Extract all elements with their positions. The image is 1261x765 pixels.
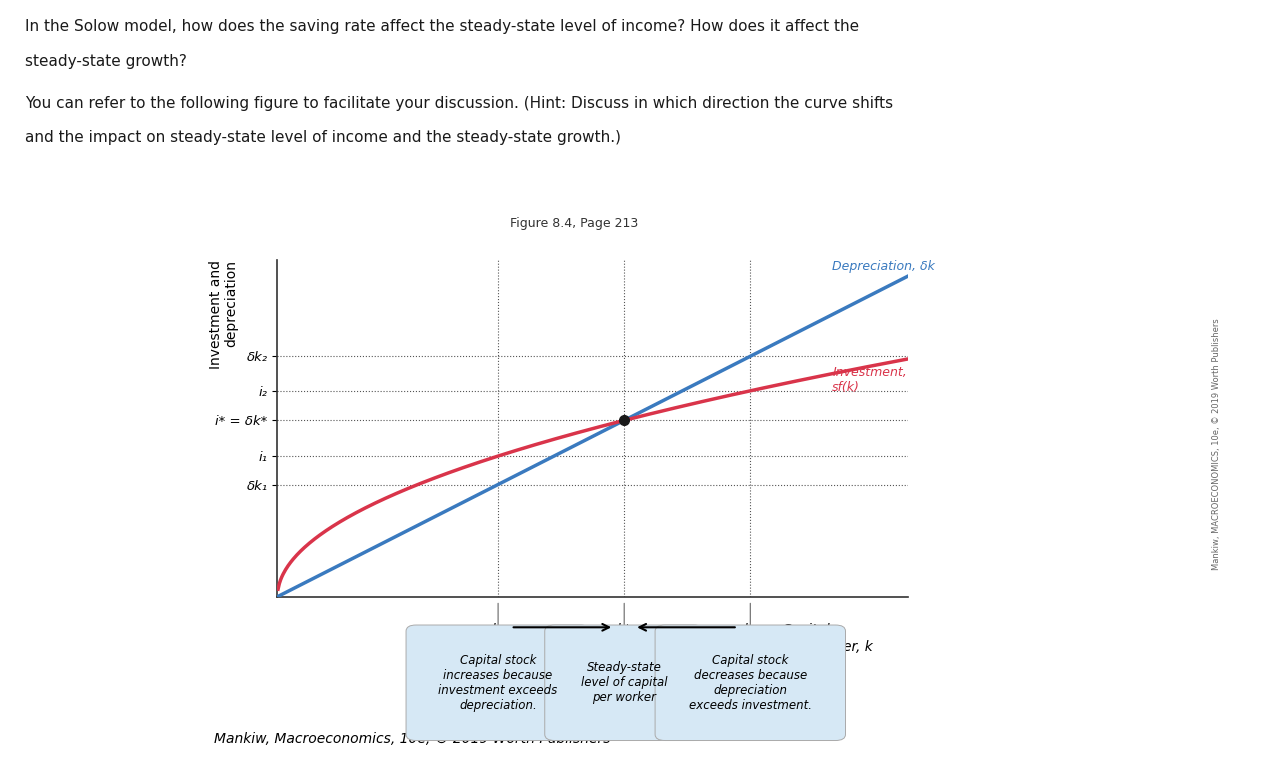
Text: In the Solow model, how does the saving rate affect the steady-state level of in: In the Solow model, how does the saving …: [25, 19, 859, 34]
Text: Mankiw, Macroeconomics, 10e, © 2019 Worth Publishers: Mankiw, Macroeconomics, 10e, © 2019 Wort…: [214, 732, 610, 746]
Text: steady-state growth?: steady-state growth?: [25, 54, 187, 69]
Text: k*: k*: [617, 623, 632, 637]
Text: Capital stock
decreases because
depreciation
exceeds investment.: Capital stock decreases because deprecia…: [689, 654, 812, 711]
Text: Figure 8.4, Page 213: Figure 8.4, Page 213: [509, 216, 638, 230]
Text: Investment,
sf(k): Investment, sf(k): [832, 366, 907, 394]
Text: Steady-state
level of capital
per worker: Steady-state level of capital per worker: [581, 661, 667, 705]
Text: k₂: k₂: [744, 623, 757, 637]
Text: k₁: k₁: [492, 623, 504, 637]
Text: Depreciation, δk: Depreciation, δk: [832, 260, 936, 273]
Text: Capital stock
increases because
investment exceeds
depreciation.: Capital stock increases because investme…: [439, 654, 557, 711]
Y-axis label: Investment and
depreciation: Investment and depreciation: [208, 260, 238, 369]
Text: Capital
per worker, k: Capital per worker, k: [782, 623, 873, 653]
Text: You can refer to the following figure to facilitate your discussion. (Hint: Disc: You can refer to the following figure to…: [25, 96, 893, 111]
Text: and the impact on steady-state level of income and the steady-state growth.): and the impact on steady-state level of …: [25, 130, 622, 145]
Text: Mankiw, MACROECONOMICS, 10e, © 2019 Worth Publishers: Mankiw, MACROECONOMICS, 10e, © 2019 Wort…: [1212, 317, 1222, 570]
